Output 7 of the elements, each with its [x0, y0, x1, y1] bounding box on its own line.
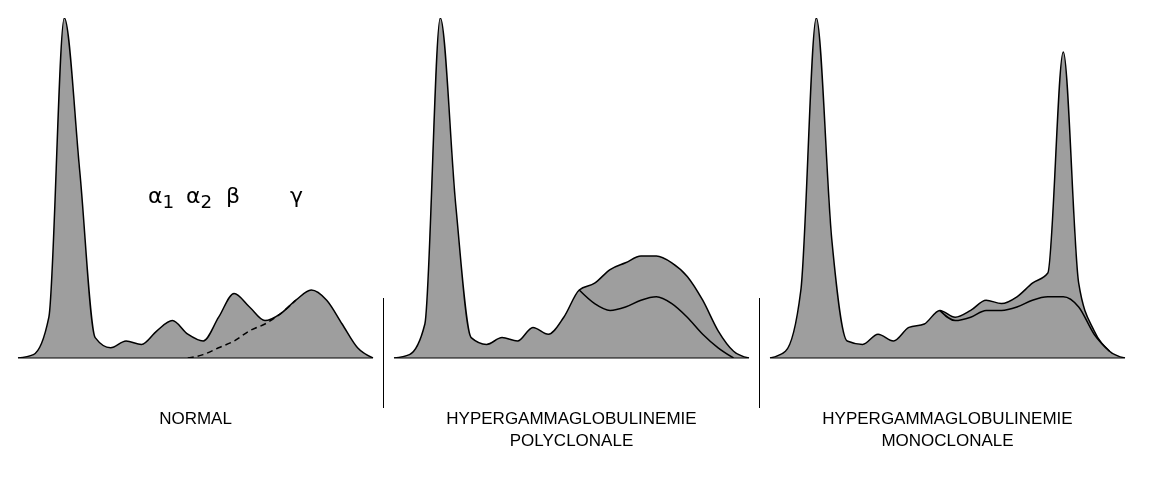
text: NORMAL: [158, 408, 233, 430]
annotation: β: [226, 183, 241, 208]
annotation: γ: [290, 183, 304, 208]
annotation: α$_{2}$: [186, 183, 213, 213]
annotation: α$_{1}$: [148, 183, 175, 213]
text: HYPERGAMMAGLOBULINEMIE POLYCLONALE: [445, 408, 698, 452]
text: HYPERGAMMAGLOBULINEMIE MONOCLONALE: [821, 408, 1074, 452]
